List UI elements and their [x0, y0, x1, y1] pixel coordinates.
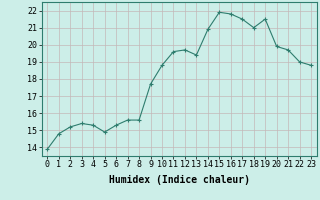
- X-axis label: Humidex (Indice chaleur): Humidex (Indice chaleur): [109, 175, 250, 185]
